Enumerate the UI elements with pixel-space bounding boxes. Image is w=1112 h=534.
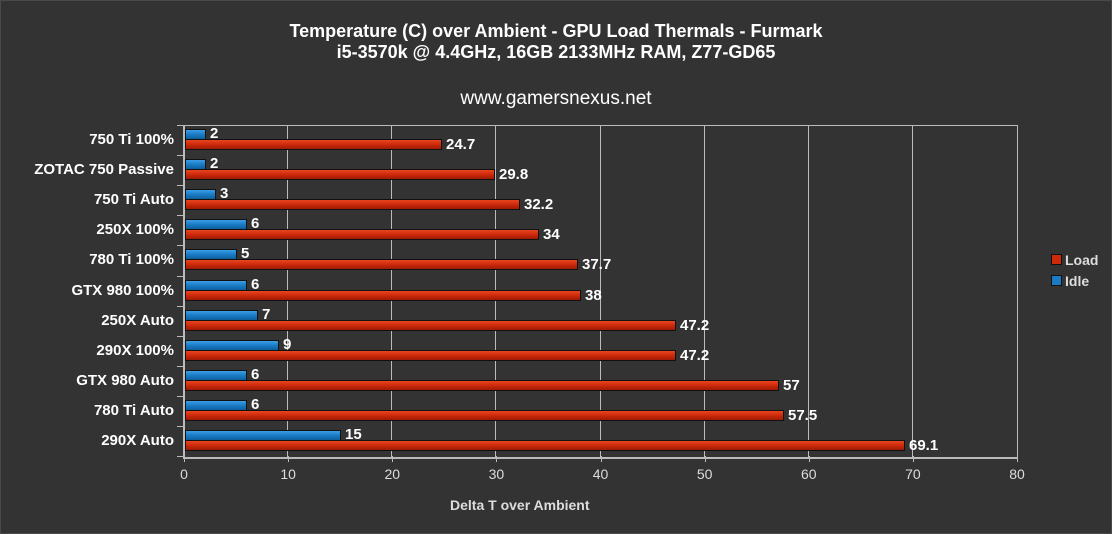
y-tick	[177, 396, 184, 397]
y-tick	[177, 336, 184, 337]
x-tick	[392, 456, 394, 462]
category-label: 750 Ti Auto	[93, 191, 174, 208]
x-tick-label: 30	[488, 466, 505, 482]
idle-value-label: 5	[241, 245, 250, 262]
category-label: 780 Ti 100%	[89, 251, 174, 268]
y-tick	[177, 125, 184, 126]
x-tick	[600, 456, 602, 462]
x-tick	[808, 456, 810, 462]
category-label: 750 Ti 100%	[89, 131, 174, 148]
x-tick-label: 0	[180, 466, 188, 482]
gridline	[599, 126, 601, 457]
y-tick	[177, 185, 184, 186]
gridline	[911, 126, 913, 457]
x-tick-label: 80	[1009, 466, 1025, 482]
load-value-label: 57	[783, 377, 800, 394]
load-bar	[185, 380, 779, 391]
load-value-label: 32.2	[524, 196, 554, 213]
legend: Load Idle	[1051, 249, 1098, 291]
legend-label: Idle	[1065, 272, 1090, 289]
x-tick-label: 40	[592, 466, 609, 482]
load-value-label: 37.7	[582, 256, 612, 273]
x-tick-label: 70	[905, 466, 921, 482]
load-value-label: 34	[543, 226, 560, 243]
category-label: 250X Auto	[101, 312, 174, 329]
load-value-label: 47.2	[680, 317, 710, 334]
idle-value-label: 6	[251, 396, 260, 413]
x-tick	[912, 456, 914, 462]
legend-label: Load	[1065, 251, 1099, 268]
legend-item-idle: Idle	[1051, 270, 1098, 291]
load-bar	[185, 320, 676, 331]
load-value-label: 24.7	[446, 136, 476, 153]
x-tick	[184, 456, 185, 462]
idle-value-label: 2	[210, 155, 219, 172]
category-label: GTX 980 Auto	[76, 372, 174, 389]
idle-swatch-icon	[1051, 275, 1062, 286]
load-bar	[185, 139, 442, 150]
category-label: ZOTAC 750 Passive	[34, 161, 174, 178]
chart-title: Temperature (C) over Ambient - GPU Load …	[289, 21, 823, 41]
y-tick	[177, 366, 184, 367]
gridline	[703, 126, 705, 457]
website-watermark: www.gamersnexus.net	[460, 88, 652, 109]
y-tick	[177, 215, 184, 216]
load-value-label: 47.2	[680, 347, 710, 364]
category-label: GTX 980 100%	[71, 282, 174, 299]
idle-value-label: 7	[262, 306, 271, 323]
idle-value-label: 3	[220, 185, 229, 202]
idle-value-label: 6	[251, 215, 260, 232]
x-tick-label: 20	[384, 466, 401, 482]
x-tick-label: 10	[280, 466, 296, 482]
idle-value-label: 15	[345, 426, 362, 443]
y-tick	[177, 426, 184, 427]
y-axis-line	[183, 125, 185, 459]
category-label: 780 Ti Auto	[93, 402, 174, 419]
load-value-label: 69.1	[909, 437, 939, 454]
category-label: 290X Auto	[101, 432, 174, 449]
x-tick	[1017, 456, 1018, 462]
category-label: 290X 100%	[96, 342, 174, 359]
y-tick	[177, 306, 184, 307]
chart-subtitle: i5-3570k @ 4.4GHz, 16GB 2133MHz RAM, Z77…	[336, 42, 776, 62]
legend-item-load: Load	[1051, 249, 1098, 270]
load-bar	[185, 290, 581, 301]
x-tick-label: 50	[696, 466, 713, 482]
x-axis-title: Delta T over Ambient	[450, 497, 590, 513]
idle-value-label: 6	[251, 276, 260, 293]
load-bar	[185, 259, 578, 270]
idle-value-label: 6	[251, 366, 260, 383]
gridline	[807, 126, 809, 457]
x-tick	[496, 456, 498, 462]
y-tick	[177, 245, 184, 246]
load-bar	[185, 229, 539, 240]
idle-value-label: 2	[210, 125, 219, 142]
load-value-label: 29.8	[499, 166, 529, 183]
x-tick	[704, 456, 706, 462]
load-value-label: 57.5	[788, 407, 818, 424]
load-bar	[185, 169, 495, 180]
idle-value-label: 9	[283, 336, 292, 353]
y-tick	[177, 155, 184, 156]
load-swatch-icon	[1051, 254, 1062, 265]
x-tick-label: 60	[800, 466, 817, 482]
y-tick	[177, 456, 184, 457]
load-bar	[185, 410, 784, 421]
load-bar	[185, 440, 905, 451]
load-bar	[185, 350, 676, 361]
category-label: 250X 100%	[96, 221, 174, 238]
y-tick	[177, 276, 184, 277]
x-tick	[288, 456, 290, 462]
load-value-label: 38	[585, 287, 602, 304]
load-bar	[185, 199, 520, 210]
